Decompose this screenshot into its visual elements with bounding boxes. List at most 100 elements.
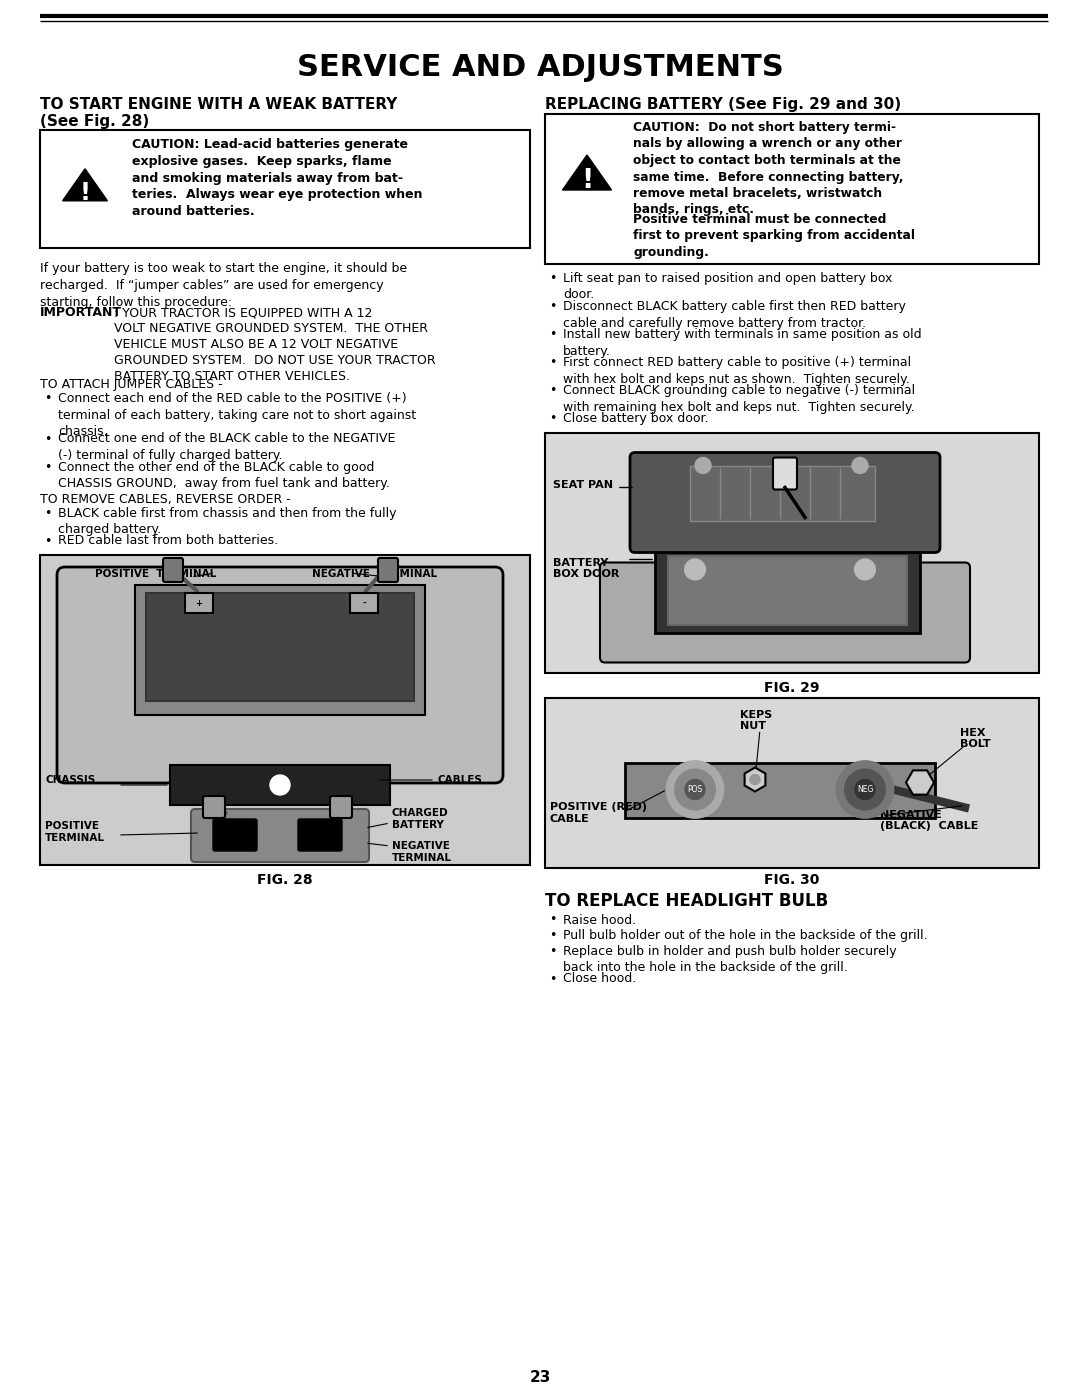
FancyBboxPatch shape <box>654 542 920 633</box>
Text: Connect BLACK grounding cable to negative (-) terminal
with remaining hex bolt a: Connect BLACK grounding cable to negativ… <box>563 384 915 414</box>
Text: NEGATIVE
(BLACK)  CABLE: NEGATIVE (BLACK) CABLE <box>880 809 978 831</box>
FancyBboxPatch shape <box>773 457 797 489</box>
Text: TO REMOVE CABLES, REVERSE ORDER -: TO REMOVE CABLES, REVERSE ORDER - <box>40 493 291 506</box>
Circle shape <box>675 770 715 809</box>
Polygon shape <box>563 155 611 190</box>
Text: •: • <box>549 944 556 957</box>
Text: TO START ENGINE WITH A WEAK BATTERY: TO START ENGINE WITH A WEAK BATTERY <box>40 96 397 112</box>
Circle shape <box>845 770 885 809</box>
Text: BLACK cable first from chassis and then from the fully
charged battery.: BLACK cable first from chassis and then … <box>58 507 396 536</box>
Text: -: - <box>362 598 366 608</box>
Text: !: ! <box>581 168 593 194</box>
Polygon shape <box>63 169 107 201</box>
Circle shape <box>852 457 868 474</box>
Text: (See Fig. 28): (See Fig. 28) <box>40 115 149 129</box>
Text: CAUTION: Lead-acid batteries generate
explosive gases.  Keep sparks, flame
and s: CAUTION: Lead-acid batteries generate ex… <box>132 138 422 218</box>
Text: +: + <box>195 598 203 608</box>
Text: POSITIVE  TERMINAL: POSITIVE TERMINAL <box>95 569 216 578</box>
Text: SEAT PAN: SEAT PAN <box>553 481 613 490</box>
Text: Positive terminal must be connected
first to prevent sparking from accidental
gr: Positive terminal must be connected firs… <box>633 212 915 258</box>
Text: CABLES: CABLES <box>437 775 482 785</box>
Text: Replace bulb in holder and push bulb holder securely
back into the hole in the b: Replace bulb in holder and push bulb hol… <box>563 944 896 974</box>
Text: •: • <box>549 914 556 926</box>
FancyBboxPatch shape <box>690 465 875 521</box>
Text: FIG. 30: FIG. 30 <box>765 873 820 887</box>
Text: POSITIVE
TERMINAL: POSITIVE TERMINAL <box>45 821 105 842</box>
Circle shape <box>685 780 705 799</box>
Circle shape <box>685 560 705 580</box>
Text: 23: 23 <box>529 1370 551 1384</box>
FancyBboxPatch shape <box>630 453 940 552</box>
Polygon shape <box>744 767 766 792</box>
Text: •: • <box>549 272 556 285</box>
Text: Close battery box door.: Close battery box door. <box>563 412 708 425</box>
Text: •: • <box>44 433 52 446</box>
FancyBboxPatch shape <box>40 555 530 865</box>
FancyBboxPatch shape <box>185 592 213 613</box>
Text: TO REPLACE HEADLIGHT BULB: TO REPLACE HEADLIGHT BULB <box>545 891 828 909</box>
Circle shape <box>696 457 711 474</box>
Text: IMPORTANT: IMPORTANT <box>40 306 122 319</box>
Text: •: • <box>44 535 52 548</box>
Text: FIG. 29: FIG. 29 <box>765 680 820 694</box>
FancyBboxPatch shape <box>545 115 1039 264</box>
Text: Close hood.: Close hood. <box>563 972 636 985</box>
FancyBboxPatch shape <box>213 819 257 851</box>
FancyBboxPatch shape <box>625 763 935 817</box>
FancyBboxPatch shape <box>298 819 342 851</box>
Text: •: • <box>549 972 556 985</box>
Circle shape <box>855 780 875 799</box>
Circle shape <box>837 761 893 817</box>
Text: Pull bulb holder out of the hole in the backside of the grill.: Pull bulb holder out of the hole in the … <box>563 929 928 942</box>
Text: NEG: NEG <box>856 785 874 793</box>
FancyBboxPatch shape <box>669 556 907 624</box>
Text: CHARGED
BATTERY: CHARGED BATTERY <box>392 807 448 830</box>
Text: Raise hood.: Raise hood. <box>563 914 636 926</box>
Text: Connect one end of the BLACK cable to the NEGATIVE
(-) terminal of fully charged: Connect one end of the BLACK cable to th… <box>58 433 395 462</box>
Text: RED cable last from both batteries.: RED cable last from both batteries. <box>58 535 279 548</box>
Text: If your battery is too weak to start the engine, it should be
recharged.  If “ju: If your battery is too weak to start the… <box>40 263 407 309</box>
FancyBboxPatch shape <box>163 557 183 583</box>
Text: POSITIVE (RED)
CABLE: POSITIVE (RED) CABLE <box>550 802 647 824</box>
FancyBboxPatch shape <box>57 567 503 782</box>
Text: First connect RED battery cable to positive (+) terminal
with hex bolt and keps : First connect RED battery cable to posit… <box>563 356 912 386</box>
Text: !: ! <box>80 180 91 205</box>
Text: NEGATIVE
TERMINAL: NEGATIVE TERMINAL <box>392 841 453 862</box>
Text: POS: POS <box>687 785 703 793</box>
FancyBboxPatch shape <box>350 592 378 613</box>
Polygon shape <box>906 770 934 795</box>
Text: TO ATTACH JUMPER CABLES -: TO ATTACH JUMPER CABLES - <box>40 379 222 391</box>
Text: NEGATIVE  TERMINAL: NEGATIVE TERMINAL <box>312 569 437 578</box>
FancyBboxPatch shape <box>170 766 390 805</box>
Circle shape <box>270 775 291 795</box>
Text: •: • <box>549 412 556 425</box>
Text: •: • <box>549 356 556 369</box>
Text: CHASSIS: CHASSIS <box>45 775 95 785</box>
Circle shape <box>667 761 723 817</box>
Text: CAUTION:  Do not short battery termi-
nals by allowing a wrench or any other
obj: CAUTION: Do not short battery termi- nal… <box>633 122 904 217</box>
Text: •: • <box>44 393 52 405</box>
Text: •: • <box>44 507 52 520</box>
Text: •: • <box>44 461 52 474</box>
FancyBboxPatch shape <box>40 130 530 249</box>
Text: KEPS
NUT: KEPS NUT <box>740 710 772 731</box>
Circle shape <box>750 774 760 785</box>
Text: BATTERY
BOX DOOR: BATTERY BOX DOOR <box>553 557 619 580</box>
Text: FIG. 28: FIG. 28 <box>257 873 313 887</box>
Text: Connect the other end of the BLACK cable to good
CHASSIS GROUND,  away from fuel: Connect the other end of the BLACK cable… <box>58 461 390 490</box>
Text: REPLACING BATTERY (See Fig. 29 and 30): REPLACING BATTERY (See Fig. 29 and 30) <box>545 96 901 112</box>
Text: •: • <box>549 328 556 341</box>
FancyBboxPatch shape <box>135 585 426 715</box>
Text: HEX
BOLT: HEX BOLT <box>960 728 990 749</box>
FancyBboxPatch shape <box>378 557 399 583</box>
Text: Disconnect BLACK battery cable first then RED battery
cable and carefully remove: Disconnect BLACK battery cable first the… <box>563 300 906 330</box>
FancyBboxPatch shape <box>545 697 1039 868</box>
Text: •: • <box>549 929 556 942</box>
Text: Install new battery with terminals in same position as old
battery.: Install new battery with terminals in sa… <box>563 328 921 358</box>
FancyBboxPatch shape <box>600 563 970 662</box>
Text: •: • <box>549 300 556 313</box>
Text: •: • <box>549 384 556 397</box>
FancyBboxPatch shape <box>545 433 1039 672</box>
Text: SERVICE AND ADJUSTMENTS: SERVICE AND ADJUSTMENTS <box>297 53 783 82</box>
Text: : YOUR TRACTOR IS EQUIPPED WITH A 12
VOLT NEGATIVE GROUNDED SYSTEM.  THE OTHER
V: : YOUR TRACTOR IS EQUIPPED WITH A 12 VOL… <box>114 306 435 383</box>
